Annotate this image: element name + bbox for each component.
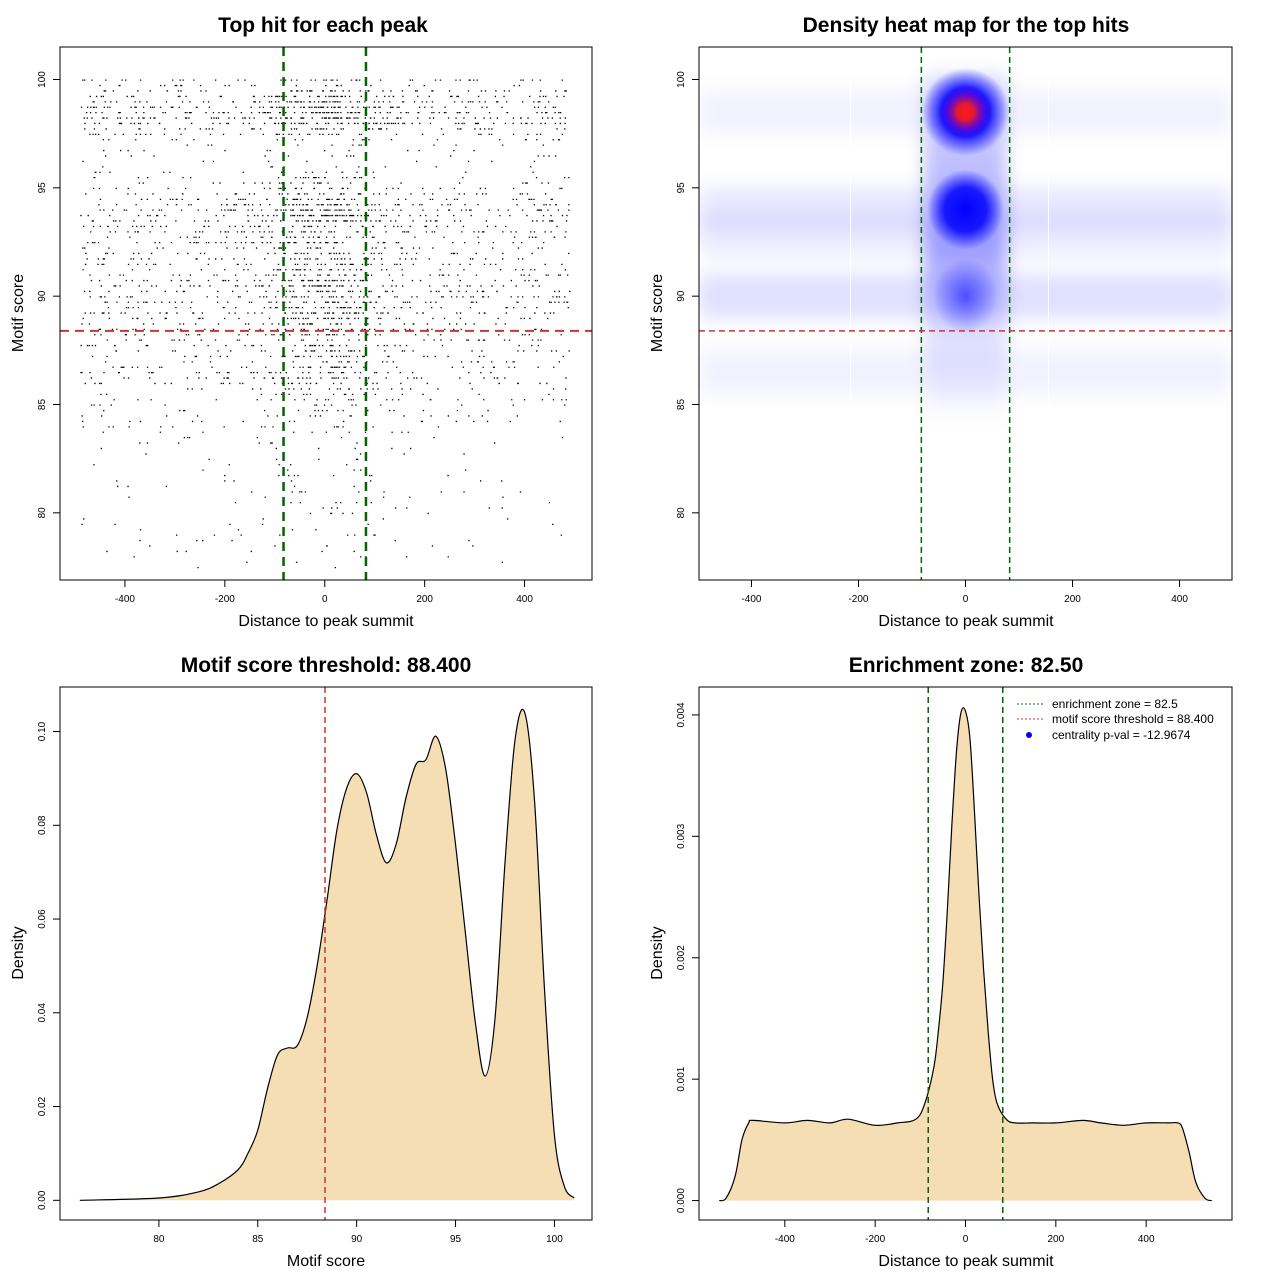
x-axis-label: Distance to peak summit — [238, 613, 414, 630]
axes: -400 -200 0 200 400 80 85 90 95 100 — [676, 71, 1188, 605]
x-tick-label: 200 — [1047, 1234, 1064, 1245]
density-curve — [719, 687, 1212, 1220]
panel4-title: Enrichment zone: 82.50 — [849, 654, 1084, 677]
y-axis-label: Density — [649, 926, 666, 979]
y-tick-label: 0.02 — [37, 1096, 48, 1116]
x-tick-label: 80 — [153, 1234, 165, 1245]
density-curve — [79, 687, 575, 1220]
scatter-panel: Top hit for each peak -400 -200 0 200 400 80 8… — [10, 14, 593, 630]
y-tick-label: 0.04 — [37, 1003, 48, 1023]
x-tick-label: -400 — [775, 1234, 795, 1245]
plot-frame — [59, 46, 593, 581]
y-axis-label: Density — [10, 926, 27, 979]
x-tick-label: -200 — [215, 594, 235, 605]
y-tick-label: 0.08 — [37, 815, 48, 835]
x-tick-label: -200 — [848, 594, 868, 605]
y-tick-label: 0.06 — [37, 909, 48, 929]
legend-label-pval: centrality p-val = -12.9674 — [1052, 728, 1191, 742]
y-tick-label: 100 — [37, 71, 48, 88]
density-field — [699, 68, 1232, 427]
x-axis-label: Distance to peak summit — [878, 1253, 1054, 1270]
legend-swatch-pval — [1026, 732, 1032, 738]
x-tick-label: -400 — [741, 594, 761, 605]
x-axis-label: Distance to peak summit — [878, 613, 1054, 630]
legend: enrichment zone = 82.5 motif score thres… — [1017, 697, 1214, 742]
axes: 80 85 90 95 100 0.00 0.02 0.04 0.06 0.08 0.10 — [37, 721, 563, 1245]
x-tick-label: 90 — [351, 1234, 363, 1245]
y-tick-label: 0.003 — [676, 823, 687, 848]
y-tick-label: 95 — [37, 182, 48, 194]
y-tick-label: 0.00 — [37, 1190, 48, 1210]
x-tick-label: 400 — [1171, 594, 1188, 605]
y-tick-label: 95 — [676, 182, 687, 194]
heatmap-panel: Density heat map for the top hits -400 -2… — [649, 14, 1233, 630]
legend-label-threshold: motif score threshold = 88.400 — [1052, 712, 1214, 726]
panel2-title: Density heat map for the top hits — [803, 14, 1130, 37]
x-tick-label: -400 — [115, 594, 135, 605]
score-density-panel: Motif score threshold: 88.400 80 85 90 95 10… — [10, 654, 593, 1270]
y-axis-label: Motif score — [10, 274, 27, 352]
hotspot-low — [933, 258, 998, 335]
y-tick-label: 90 — [37, 290, 48, 302]
density-fill — [79, 709, 575, 1201]
x-tick-label: 200 — [416, 594, 433, 605]
axes: -400 -200 0 200 400 0.000 0.001 0.002 0.003 0.004 — [676, 702, 1155, 1245]
reference-lines — [60, 47, 592, 580]
x-tick-label: 400 — [516, 594, 533, 605]
y-tick-label: 85 — [676, 399, 687, 411]
x-tick-label: 100 — [546, 1234, 563, 1245]
x-tick-label: 0 — [963, 594, 969, 605]
density-line — [719, 707, 1212, 1202]
y-tick-label: 80 — [37, 507, 48, 519]
density-fill — [719, 707, 1212, 1201]
x-tick-label: 85 — [252, 1234, 264, 1245]
y-tick-label: 0.002 — [676, 945, 687, 970]
panel3-title: Motif score threshold: 88.400 — [181, 654, 472, 677]
y-tick-label: 0.000 — [676, 1188, 687, 1213]
density-line — [79, 708, 575, 1201]
legend-label-enrichment: enrichment zone = 82.5 — [1052, 697, 1178, 711]
scatter-points — [80, 79, 571, 569]
x-axis-label: Motif score — [287, 1253, 365, 1270]
y-tick-label: 85 — [37, 399, 48, 411]
reference-lines — [699, 47, 1232, 580]
x-tick-label: 0 — [963, 1234, 969, 1245]
x-tick-label: 400 — [1138, 1234, 1155, 1245]
y-tick-label: 0.001 — [676, 1066, 687, 1091]
x-tick-label: -200 — [865, 1234, 885, 1245]
distance-density-panel: Enrichment zone: 82.50 -400 -200 0 200 400 0.… — [649, 654, 1233, 1270]
y-axis-label: Motif score — [649, 274, 666, 352]
scatter-point-cloud — [80, 79, 571, 569]
x-tick-label: 95 — [450, 1234, 462, 1245]
y-tick-label: 100 — [676, 71, 687, 88]
axes: -400 -200 0 200 400 80 85 90 95 100 — [37, 71, 533, 605]
y-tick-label: 80 — [676, 507, 687, 519]
y-tick-label: 0.004 — [676, 702, 687, 727]
y-tick-label: 0.10 — [37, 721, 48, 741]
y-tick-label: 90 — [676, 290, 687, 302]
x-tick-label: 200 — [1064, 594, 1081, 605]
x-tick-label: 0 — [322, 594, 328, 605]
hotspot-mid — [927, 169, 1004, 250]
hotspot-top — [937, 84, 994, 140]
panel1-title: Top hit for each peak — [218, 14, 428, 37]
